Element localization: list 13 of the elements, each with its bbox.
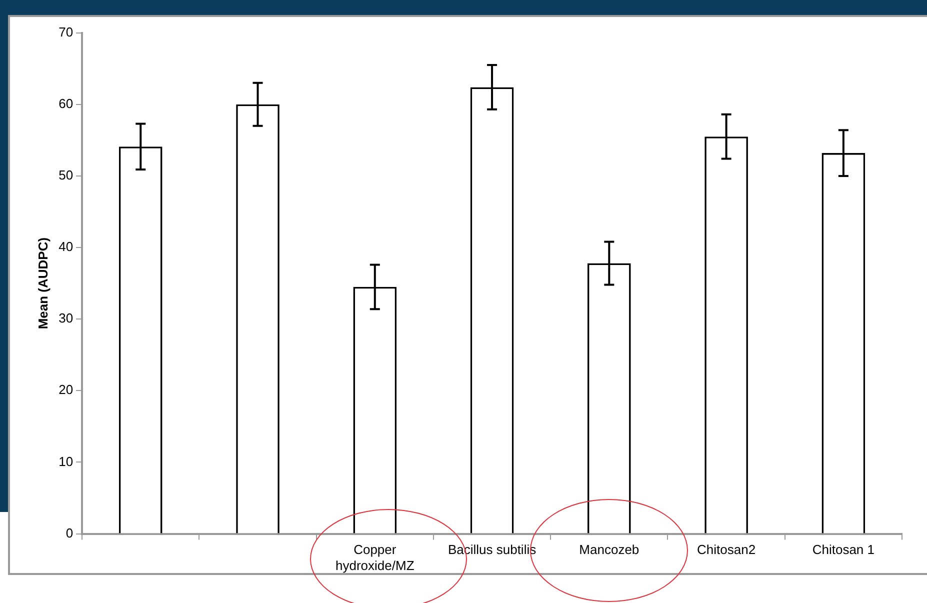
y-tick-label: 0 (66, 525, 74, 540)
y-tick-label: 60 (58, 96, 74, 111)
y-tick-label: 50 (58, 168, 74, 183)
x-tick-label: Copper hydroxide/MZ (336, 542, 414, 573)
y-tick-label: 40 (58, 239, 74, 254)
y-tick-label: 10 (58, 454, 74, 469)
y-tick-label: 30 (58, 310, 74, 326)
y-axis-title: Mean (AUDPC) (35, 237, 50, 330)
x-tick-label: Mancozeb (579, 542, 640, 558)
y-tick-label: 20 (58, 382, 74, 398)
x-tick-label: Chitosan 1 (812, 542, 875, 558)
y-tick-label: 70 (58, 24, 74, 40)
x-tick-label: Chitosan2 (697, 542, 756, 558)
